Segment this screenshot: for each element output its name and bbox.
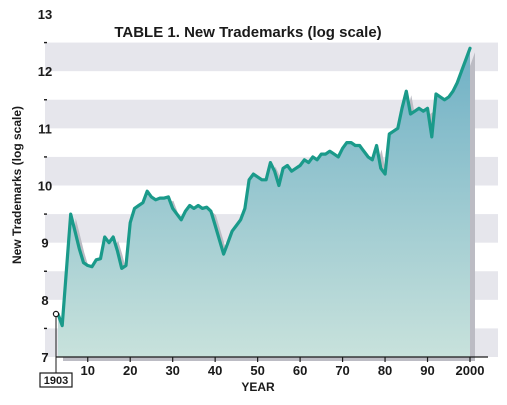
y-tick-label: 9 — [41, 236, 48, 251]
start-year-label: 1903 — [44, 375, 68, 387]
y-axis-ticks: 7 8 9 10 11 12 13 — [38, 7, 52, 365]
x-tick-label: 2000 — [456, 363, 485, 378]
x-tick-label: 50 — [250, 363, 264, 378]
series-line — [56, 46, 472, 328]
area-fill — [58, 48, 470, 358]
y-tick-label: 7 — [41, 350, 48, 365]
x-tick-label: 30 — [165, 363, 179, 378]
x-tick-label: 10 — [80, 363, 94, 378]
x-tick-label: 60 — [293, 363, 307, 378]
y-tick-label: 8 — [41, 293, 48, 308]
start-year-marker: 1903 — [39, 310, 73, 388]
y-tick-label: 10 — [38, 179, 52, 194]
x-tick-label: 80 — [378, 363, 392, 378]
chart-title: TABLE 1. New Trademarks (log scale) — [114, 24, 381, 41]
x-axis-title: YEAR — [241, 380, 275, 394]
y-tick-label: 13 — [38, 7, 52, 22]
y-tick-label: 12 — [38, 64, 52, 79]
y-axis-title: New Trademarks (log scale) — [10, 106, 24, 264]
start-year-dot — [52, 310, 60, 318]
y-tick-label: 11 — [38, 121, 52, 136]
series-line-path — [56, 46, 472, 328]
x-axis-ticks: 10 20 30 40 50 60 70 80 90 2000 — [80, 357, 484, 378]
x-tick-label: 70 — [335, 363, 349, 378]
x-tick-label: 40 — [208, 363, 222, 378]
area-path — [58, 48, 470, 358]
x-tick-label: 20 — [123, 363, 137, 378]
x-tick-label: 90 — [420, 363, 434, 378]
grid-band — [45, 42, 498, 72]
start-year-box — [39, 372, 73, 388]
